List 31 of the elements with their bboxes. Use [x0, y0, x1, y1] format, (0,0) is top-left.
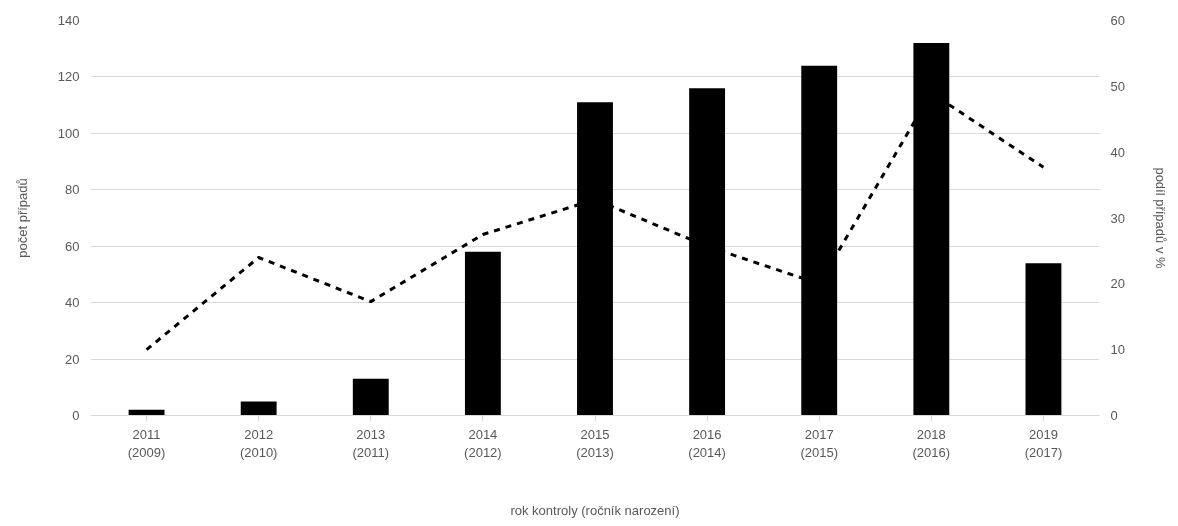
y2-tick-label: 10 [1110, 342, 1125, 358]
y2-tick-label: 30 [1110, 210, 1125, 226]
bar [240, 401, 277, 416]
x-tick-label: 2014 (2012) [464, 426, 502, 460]
y2-tick-label: 0 [1110, 408, 1118, 423]
y-tick-label: 100 [57, 125, 80, 141]
y2-tick-label: 20 [1110, 276, 1125, 292]
x-tick-label: 2012 (2010) [239, 426, 278, 460]
y-tick-label: 60 [65, 238, 80, 254]
y2-tick-label: 50 [1110, 78, 1125, 94]
x-tick-label: 2011 (2009) [127, 426, 166, 460]
bar [1025, 263, 1062, 416]
bar [352, 378, 389, 416]
y-tick-label: 140 [57, 13, 80, 28]
y2-axis-title: podíl případů v % [1152, 167, 1168, 270]
x-axis-title: rok kontroly (ročník narození) [510, 502, 680, 518]
bar [464, 251, 501, 416]
y-tick-label: 20 [65, 351, 80, 367]
y-tick-label: 120 [57, 69, 80, 85]
x-tick-label: 2017 (2015) [800, 426, 839, 460]
x-tick-label: 2019 (2017) [1024, 426, 1063, 460]
x-tick-label: 2013 (2011) [352, 426, 390, 460]
x-tick-label: 2018 (2016) [912, 426, 951, 460]
y-tick-label: 40 [65, 295, 80, 311]
y-tick-label: 0 [72, 408, 80, 423]
x-tick-label: 2015 (2013) [576, 426, 614, 460]
y2-tick-label: 40 [1110, 144, 1125, 160]
y-axis-title: počet případů [14, 178, 30, 258]
y-tick-label: 80 [65, 182, 80, 198]
y2-tick-label: 60 [1110, 13, 1125, 28]
x-tick-label: 2016 (2014) [688, 426, 726, 460]
